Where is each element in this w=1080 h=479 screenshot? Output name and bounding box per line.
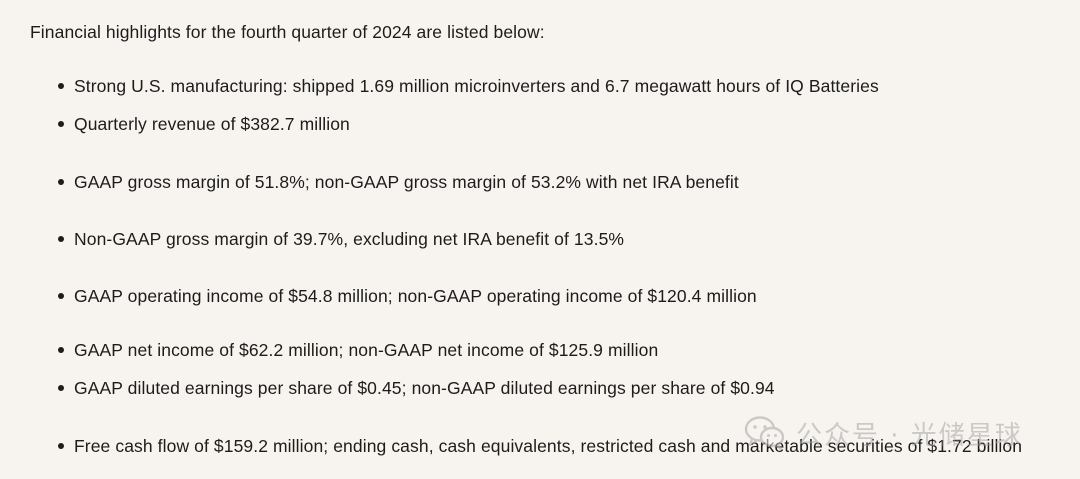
- list-item: Strong U.S. manufacturing: shipped 1.69 …: [58, 74, 879, 98]
- intro-paragraph: Financial highlights for the fourth quar…: [30, 22, 545, 42]
- list-item-text: Strong U.S. manufacturing: shipped 1.69 …: [74, 76, 879, 96]
- bullet-icon: [58, 443, 64, 449]
- list-item-text: Non-GAAP gross margin of 39.7%, excludin…: [74, 229, 625, 249]
- list-item-text: GAAP net income of $62.2 million; non-GA…: [74, 340, 659, 360]
- list-item: Non-GAAP gross margin of 39.7%, excludin…: [58, 227, 624, 251]
- list-item-text: GAAP gross margin of 51.8%; non-GAAP gro…: [74, 172, 739, 192]
- list-item: GAAP diluted earnings per share of $0.45…: [58, 376, 775, 400]
- list-item: GAAP operating income of $54.8 million; …: [58, 284, 757, 308]
- list-item: GAAP net income of $62.2 million; non-GA…: [58, 338, 658, 362]
- list-item: Quarterly revenue of $382.7 million: [58, 112, 350, 136]
- list-item-text: Free cash flow of $159.2 million; ending…: [74, 436, 1023, 456]
- bullet-icon: [58, 121, 64, 127]
- bullet-icon: [58, 293, 64, 299]
- list-item: Free cash flow of $159.2 million; ending…: [58, 434, 1022, 458]
- bullet-icon: [58, 347, 64, 353]
- list-item-text: GAAP operating income of $54.8 million; …: [74, 286, 757, 306]
- bullet-icon: [58, 179, 64, 185]
- bullet-icon: [58, 385, 64, 391]
- list-item: GAAP gross margin of 51.8%; non-GAAP gro…: [58, 170, 739, 194]
- bullet-icon: [58, 236, 64, 242]
- list-item-text: GAAP diluted earnings per share of $0.45…: [74, 378, 775, 398]
- list-item-text: Quarterly revenue of $382.7 million: [74, 114, 350, 134]
- bullet-icon: [58, 83, 64, 89]
